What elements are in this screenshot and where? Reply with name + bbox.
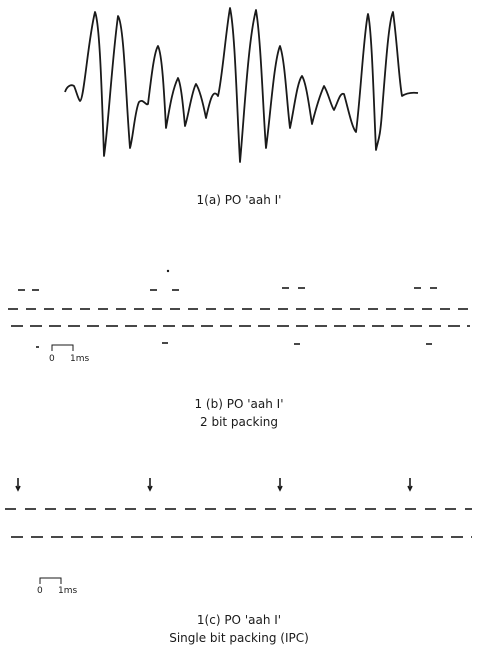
pitch-marker-arrowhead [277,485,283,492]
caption-1a: 1(a) PO 'aah I' [197,193,282,207]
pitch-marker-arrowhead [407,485,413,492]
scale-bar-b-unit: 1ms [70,354,89,364]
scale-bar-c-zero: 0 [37,586,43,596]
pitch-marker-arrowhead [15,485,21,492]
scale-bar-c-unit: 1ms [58,586,77,596]
caption-1b-line1: 1 (b) PO 'aah I' [194,397,283,411]
pitch-marker-arrowhead [147,485,153,492]
speech-waveform [64,7,419,163]
pulse-train-panel-b [8,269,470,348]
scale-bar-b-zero: 0 [49,354,55,364]
scale-bar-b [51,344,74,351]
caption-1c-line2: Single bit packing (IPC) [169,631,309,645]
caption-1b-line2: 2 bit packing [200,415,278,429]
scale-bar-c [39,577,62,584]
scale-bar-b-bracket [51,344,74,351]
pulse-train-panel-c [5,478,472,538]
pulse-dot-b [166,269,170,273]
waveform-panel-a [64,7,419,163]
caption-1c-line1: 1(c) PO 'aah I' [197,613,281,627]
scale-bar-c-bracket [39,577,62,584]
